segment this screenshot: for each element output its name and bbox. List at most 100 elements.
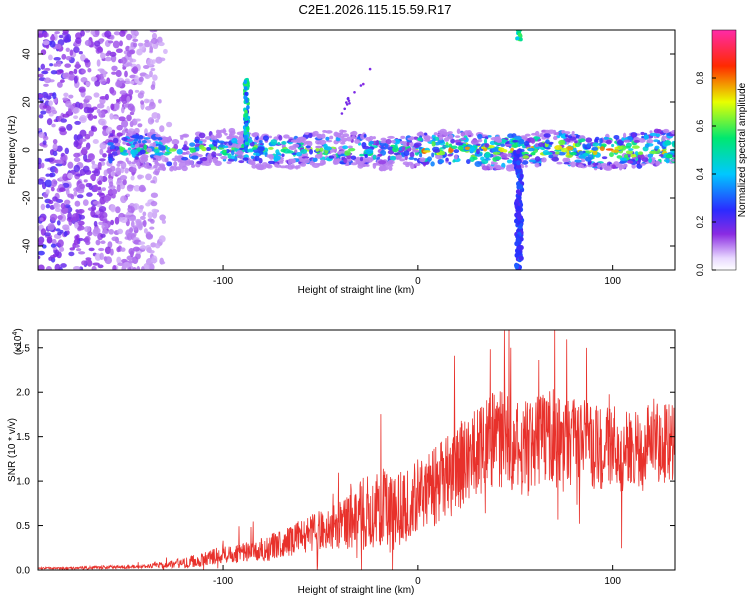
- heatmap-cell: [93, 220, 98, 227]
- heatmap-cell: [49, 213, 58, 221]
- heatmap-cell: [59, 70, 64, 74]
- heatmap-cell: [84, 236, 90, 244]
- heatmap-cell: [438, 135, 444, 141]
- heatmap-cell: [101, 229, 109, 235]
- heatmap-cell: [555, 151, 560, 155]
- heatmap-cell: [87, 231, 93, 237]
- colorbar-gradient: [711, 29, 737, 271]
- heatmap-cell: [126, 114, 132, 122]
- heatmap-cell: [312, 157, 318, 162]
- heatmap-cell: [243, 86, 248, 91]
- heatmap-cell: [659, 131, 664, 135]
- heatmap-cell: [68, 73, 76, 81]
- heatmap-cell: [134, 89, 140, 93]
- heatmap-cell: [515, 36, 520, 41]
- heatmap-cell: [517, 33, 522, 37]
- heatmap-cell: [388, 166, 393, 171]
- heatmap-cell: [631, 132, 636, 138]
- heatmap-cell: [243, 79, 248, 85]
- heatmap-cell: [599, 146, 605, 152]
- spectrogram-heatmap: [38, 30, 675, 270]
- heatmap-cell: [534, 143, 540, 148]
- heatmap-cell: [97, 264, 104, 269]
- heatmap-cell: [147, 58, 154, 67]
- heatmap-cell: [62, 182, 70, 188]
- heatmap-cell: [414, 162, 421, 167]
- heatmap-cell: [59, 246, 65, 252]
- heatmap-cell: [147, 218, 154, 222]
- heatmap-cell: [75, 61, 80, 70]
- heatmap-cell: [81, 69, 87, 74]
- heatmap-cell: [266, 164, 273, 169]
- heatmap-cell: [42, 135, 49, 141]
- heatmap-cell: [477, 138, 483, 143]
- heatmap-cell: [150, 200, 158, 207]
- heatmap-cell: [394, 144, 398, 150]
- heatmap-cell: [146, 246, 152, 254]
- heatmap-cell: [422, 150, 431, 153]
- heatmap-cell: [347, 145, 353, 149]
- heatmap-cell: [59, 156, 66, 161]
- heatmap-cell: [54, 31, 60, 35]
- heatmap-cell: [665, 153, 673, 159]
- heatmap-cell: [470, 139, 479, 145]
- heatmap-cell: [59, 187, 66, 192]
- heatmap-cell: [359, 156, 364, 162]
- heatmap-cell: [548, 154, 554, 159]
- heatmap-cell: [637, 151, 644, 156]
- heatmap-cell: [270, 139, 278, 145]
- figure-title: C2E1.2026.115.15.59.R17: [298, 2, 452, 17]
- heatmap-cell: [401, 146, 406, 151]
- heatmap-cell: [146, 233, 153, 240]
- heatmap-cell: [246, 149, 254, 153]
- heatmap-cell: [73, 238, 80, 246]
- heatmap-cell: [243, 130, 248, 136]
- heatmap-cell: [244, 135, 248, 140]
- heatmap-cell: [616, 155, 623, 159]
- heatmap-cell: [426, 136, 431, 140]
- heatmap-cell: [39, 99, 44, 104]
- heatmap-cell: [159, 57, 166, 62]
- heatmap-cell: [143, 228, 148, 234]
- heatmap-cell: [389, 155, 397, 161]
- heatmap-cell: [130, 30, 136, 35]
- snr-panel: -100 0 100 0.0 0.5 1.0 1.5 2.0 2.5 Height of st…: [7, 328, 676, 596]
- spectrogram-y-tick-label: 40: [22, 48, 33, 60]
- heatmap-cell: [231, 137, 238, 144]
- heatmap-cell: [244, 116, 248, 122]
- heatmap-cell: [121, 136, 128, 142]
- heatmap-cell: [71, 213, 80, 221]
- heatmap-cell: [570, 161, 576, 168]
- heatmap-cell: [98, 221, 103, 226]
- heatmap-cell: [592, 150, 598, 155]
- heatmap-cell: [534, 156, 541, 162]
- heatmap-cell: [236, 150, 244, 156]
- heatmap-cell: [69, 247, 75, 251]
- heatmap-cell: [342, 145, 349, 150]
- heatmap-cell: [73, 115, 79, 120]
- heatmap-cell: [583, 152, 589, 157]
- heatmap-cell: [218, 131, 222, 135]
- heatmap-cell: [577, 164, 584, 168]
- heatmap-cell: [261, 162, 268, 167]
- heatmap-cell: [43, 83, 49, 87]
- heatmap-cell: [104, 256, 113, 265]
- heatmap-cell: [117, 228, 124, 235]
- heatmap-cell: [116, 256, 122, 264]
- heatmap-cell: [409, 141, 414, 148]
- heatmap-cell: [348, 102, 351, 105]
- heatmap-cell: [93, 168, 101, 177]
- heatmap-cell: [117, 262, 125, 267]
- heatmap-cell: [152, 210, 158, 219]
- heatmap-cell: [80, 30, 85, 37]
- heatmap-cell: [38, 93, 44, 99]
- heatmap-cell: [578, 150, 584, 155]
- heatmap-cell: [49, 40, 56, 48]
- heatmap-cell: [133, 42, 138, 48]
- heatmap-cell: [476, 148, 480, 155]
- heatmap-cell: [52, 143, 58, 151]
- heatmap-cell: [251, 164, 257, 169]
- heatmap-cell: [609, 152, 614, 158]
- heatmap-cell: [396, 154, 403, 159]
- heatmap-cell: [140, 100, 145, 105]
